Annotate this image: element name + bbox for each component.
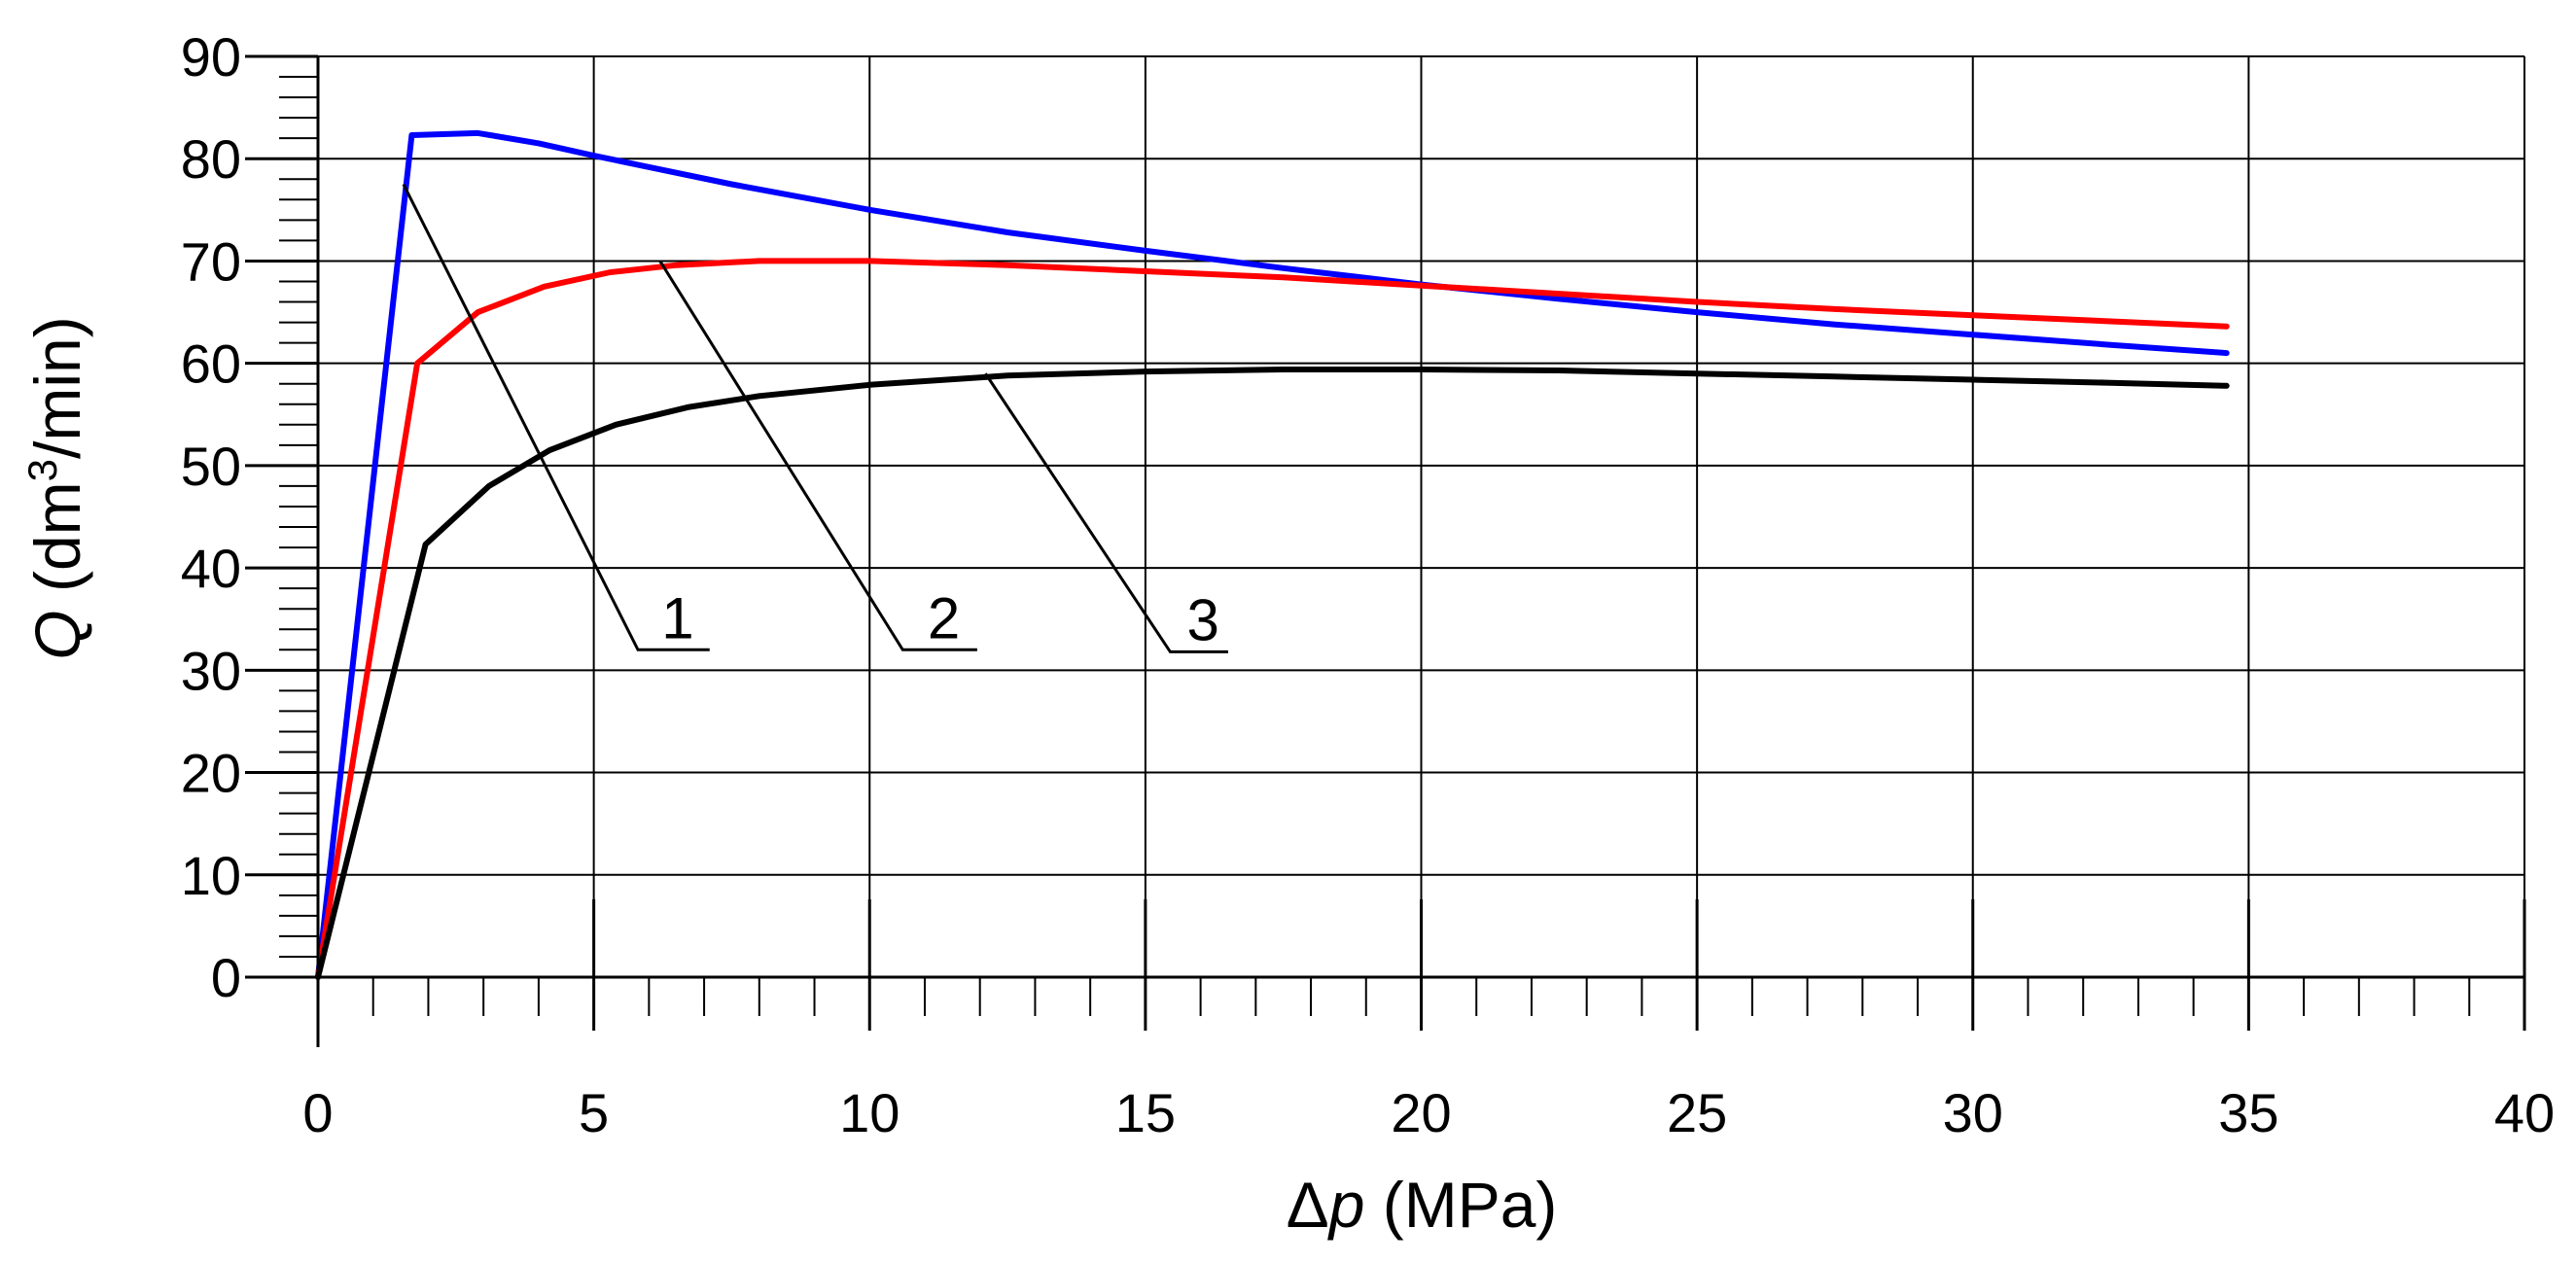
x-axis-title-symbol: Δ xyxy=(1287,1169,1329,1241)
leader-line-1 xyxy=(402,183,710,651)
y-tick-label: 60 xyxy=(181,333,241,395)
x-tick-label: 25 xyxy=(1667,1082,1727,1143)
series-line-1 xyxy=(315,129,2230,980)
x-axis-title-unit: (MPa) xyxy=(1364,1169,1557,1241)
leader-label-3: 3 xyxy=(1186,587,1218,652)
axes xyxy=(245,56,2524,1047)
y-tick-label: 30 xyxy=(181,640,241,701)
y-axis-title-variable: Q xyxy=(21,610,93,659)
y-axis-title-unit-superscript: 3 xyxy=(19,459,65,481)
y-tick-label: 20 xyxy=(181,743,241,804)
x-tick-label: 5 xyxy=(579,1082,609,1143)
leader-label-1: 1 xyxy=(661,585,693,650)
tick-labels: 0 10 20 30 40 50 60 70 80 90 0 5 10 15 20 25 30 35 40 xyxy=(181,26,2555,1143)
x-tick-label: 15 xyxy=(1115,1082,1176,1143)
leader-line-2 xyxy=(658,260,977,651)
x-axis-title-variable: p xyxy=(1327,1169,1365,1241)
y-tick-label: 80 xyxy=(181,128,241,190)
leader-annotations: 1 2 3 xyxy=(402,183,1228,653)
y-axis-title-unit-suffix: /min) xyxy=(21,316,93,459)
minor-ticks xyxy=(245,54,2526,1031)
x-tick-label: 0 xyxy=(302,1082,333,1143)
x-tick-label: 20 xyxy=(1391,1082,1451,1143)
y-tick-label: 0 xyxy=(211,947,241,1008)
y-tick-label: 70 xyxy=(181,230,241,292)
y-axis-title-unit-prefix: (dm xyxy=(21,481,93,610)
x-tick-label: 40 xyxy=(2494,1082,2555,1143)
leader-label-2: 2 xyxy=(928,585,960,650)
y-tick-label: 90 xyxy=(181,26,241,88)
leader-line-3 xyxy=(984,372,1228,653)
series-line-2 xyxy=(315,258,2230,980)
x-tick-label: 30 xyxy=(1943,1082,2003,1143)
y-tick-label: 50 xyxy=(181,436,241,497)
x-tick-label: 35 xyxy=(2218,1082,2278,1143)
x-tick-label: 10 xyxy=(839,1082,900,1143)
x-axis-title: Δp (MPa) xyxy=(1287,1169,1558,1241)
y-tick-label: 10 xyxy=(181,845,241,906)
y-tick-label: 40 xyxy=(181,538,241,599)
y-axis-title: Q (dm3/min) xyxy=(19,316,93,659)
